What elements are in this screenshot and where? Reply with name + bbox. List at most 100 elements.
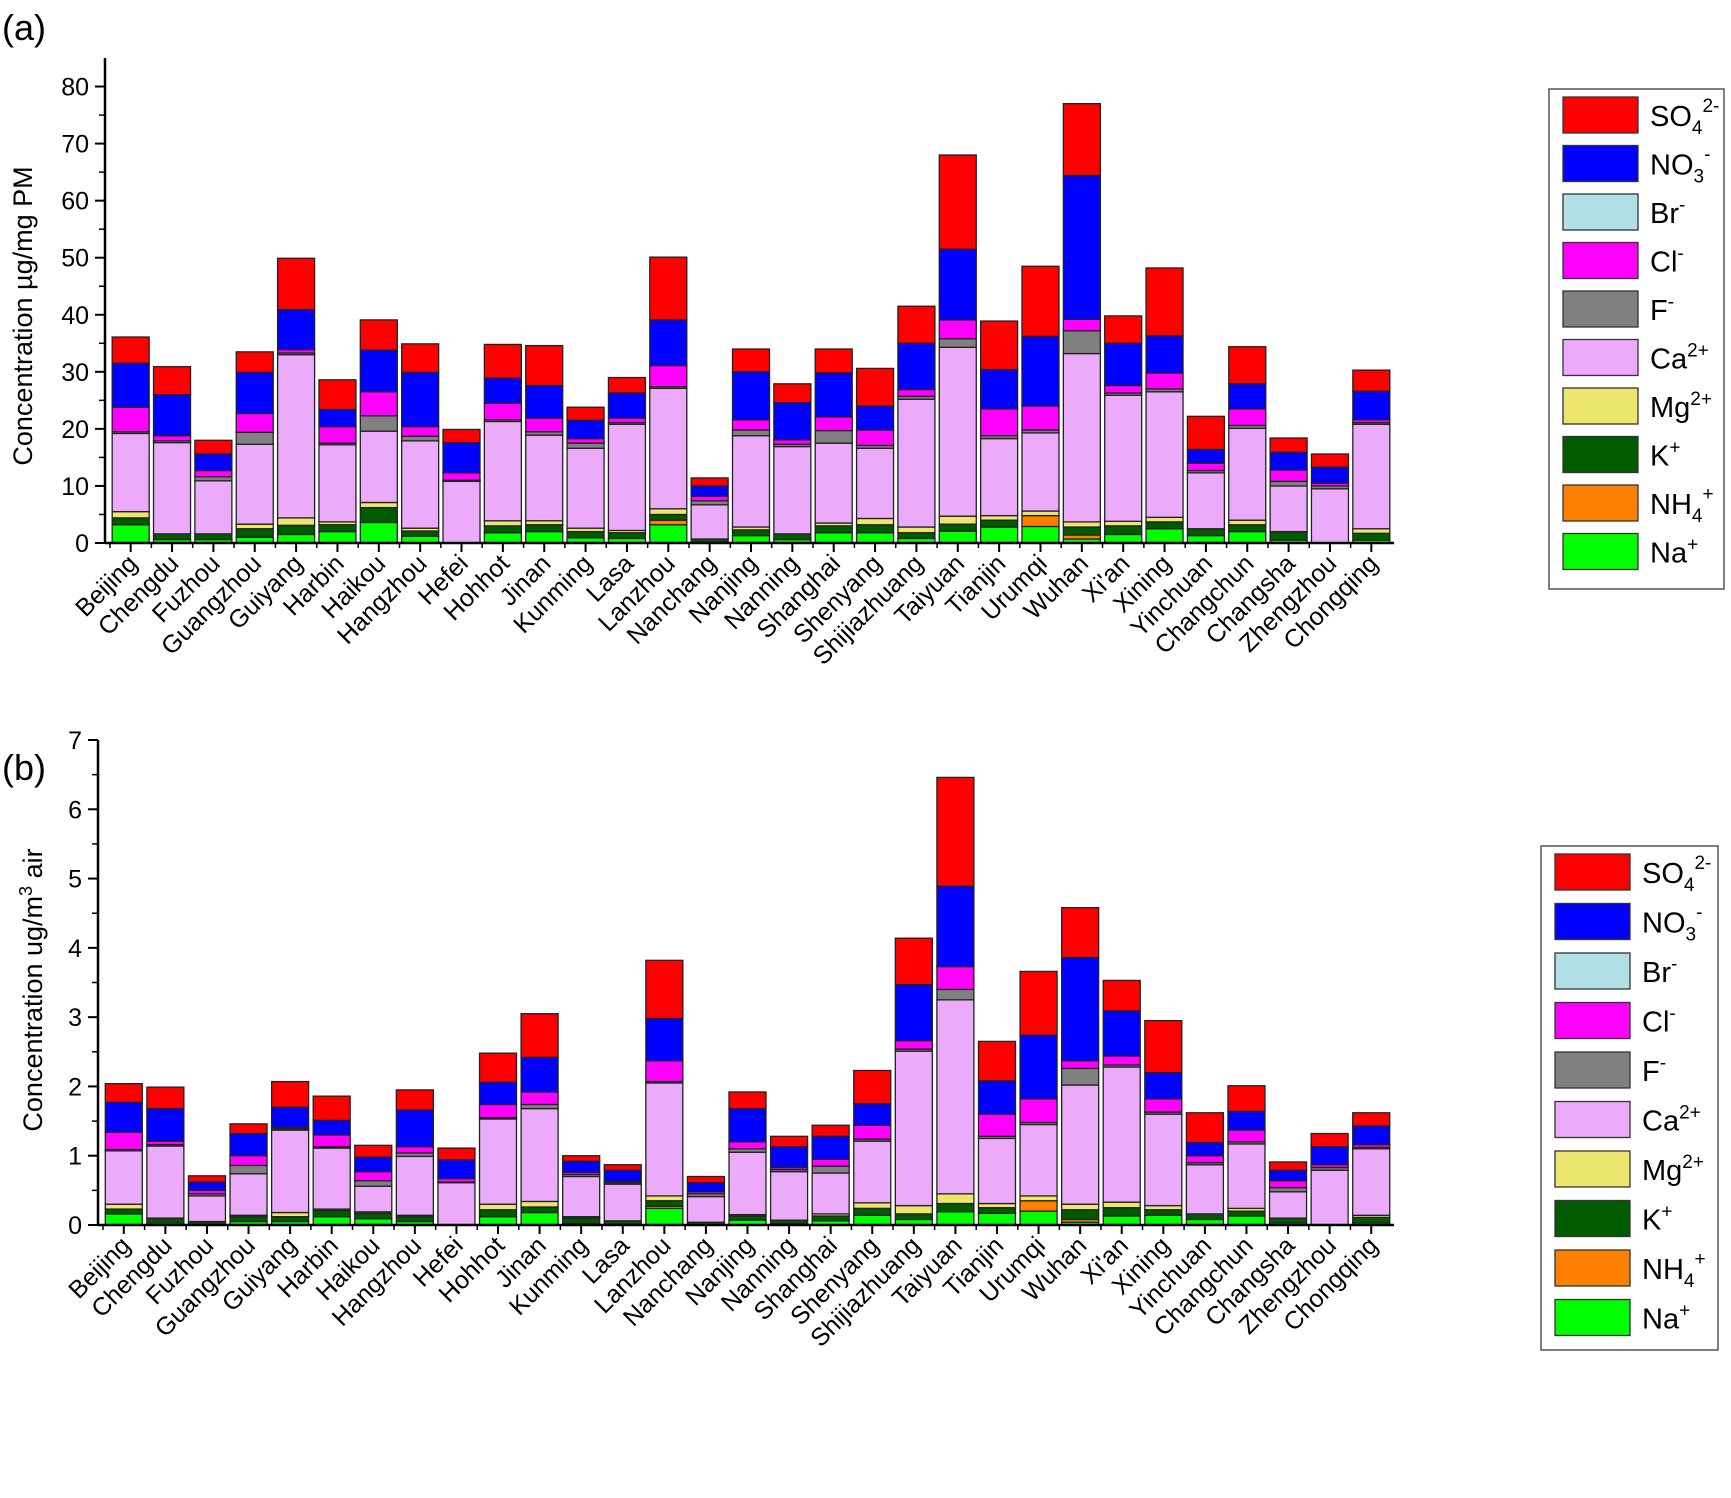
- bar-segment-k: [318, 524, 357, 533]
- bar-segment-no3: [1019, 1034, 1058, 1100]
- bar-segment-ca: [1186, 472, 1226, 530]
- bar-segment-so4: [395, 1089, 435, 1111]
- bar-segment-na: [645, 1207, 684, 1226]
- bar-segment-ca: [318, 444, 357, 523]
- bar-segment-na: [977, 1212, 1017, 1226]
- bar-segment-so4: [483, 343, 523, 379]
- bar-segment-no3: [104, 1101, 143, 1133]
- bar-segment-ca: [229, 1173, 268, 1216]
- bar-segment-k: [1269, 530, 1308, 541]
- bar-segment-no3: [853, 1103, 892, 1126]
- y-tick-label: 7: [68, 727, 82, 755]
- bar-segment-cl: [811, 1158, 850, 1167]
- bar-segment-k: [1104, 525, 1143, 536]
- bar-segment-na: [520, 1211, 559, 1226]
- legend-swatch: [1554, 1199, 1631, 1238]
- bar-segment-no3: [894, 983, 933, 1042]
- bar-segment-k: [607, 532, 647, 540]
- bar-segment-ca: [270, 1129, 310, 1214]
- bar-segment-so4: [603, 1164, 642, 1171]
- y-tick-label: 5: [68, 866, 82, 894]
- bar-segment-na: [1145, 528, 1184, 544]
- bar-segment-ca: [1352, 423, 1391, 530]
- bar-segment-so4: [478, 1052, 518, 1083]
- bar-segment-f: [938, 338, 977, 348]
- legend-item-na: Na+: [1554, 1298, 1690, 1337]
- bar-segment-so4: [811, 1124, 850, 1137]
- bar-segment-so4: [318, 379, 357, 411]
- bar-segment-ca: [194, 480, 233, 535]
- bar-segment-k: [1060, 1209, 1100, 1221]
- bar-segment-ca: [520, 1107, 559, 1203]
- bar-stack: [395, 1089, 435, 1226]
- panel-b-bars: [104, 776, 1391, 1226]
- bar-segment-ca: [731, 435, 771, 528]
- bar-stack: [731, 348, 771, 544]
- bar-segment-no3: [229, 1132, 268, 1157]
- bar-segment-cl: [312, 1134, 351, 1148]
- bar-stack: [769, 1135, 809, 1226]
- bar-segment-so4: [769, 1135, 809, 1148]
- bar-segment-k: [811, 1215, 850, 1222]
- bar-segment-na: [1021, 525, 1060, 544]
- bar-segment-ca: [897, 398, 936, 528]
- bar-stack: [1145, 267, 1184, 544]
- panel-b-y-axis-title-main: Concentration ug/m: [18, 896, 48, 1132]
- bar-segment-cl: [894, 1040, 933, 1050]
- bar-segment-so4: [562, 1155, 601, 1162]
- bar-stack: [979, 320, 1019, 544]
- legend-item-nh4: NH4+: [1554, 1249, 1706, 1292]
- bar-segment-f: [1060, 1067, 1100, 1086]
- bar-segment-so4: [814, 348, 853, 374]
- legend-label: SO42-: [1650, 96, 1719, 139]
- bar-segment-no3: [395, 1109, 435, 1148]
- legend-swatch: [1562, 193, 1639, 231]
- legend-swatch: [1562, 241, 1639, 280]
- bar-segment-k: [855, 524, 895, 534]
- bar-segment-k: [229, 1216, 268, 1223]
- bar-segment-mg: [111, 510, 150, 519]
- bar-segment-mg: [478, 1203, 518, 1211]
- bar-segment-no3: [690, 485, 729, 497]
- bar-segment-mg: [1021, 510, 1060, 517]
- bar-segment-k: [1062, 526, 1101, 536]
- bar-segment-ca: [853, 1140, 892, 1204]
- bar-segment-no3: [1227, 1110, 1266, 1131]
- legend-label: NH4+: [1642, 1249, 1706, 1292]
- bar-segment-ca: [312, 1147, 351, 1210]
- bar-segment-so4: [1310, 453, 1350, 468]
- bar-segment-so4: [936, 776, 975, 887]
- bar-stack: [1019, 970, 1058, 1226]
- bar-segment-ca: [1352, 1148, 1391, 1216]
- bar-stack: [1021, 265, 1060, 544]
- bar-segment-so4: [359, 319, 398, 351]
- bar-segment-k: [1186, 528, 1226, 537]
- bar-segment-no3: [1310, 1146, 1349, 1166]
- bar-stack: [1268, 1161, 1308, 1226]
- bar-segment-na: [938, 530, 977, 544]
- bar-stack: [187, 1175, 227, 1226]
- y-tick-label: 60: [61, 188, 89, 216]
- bar-segment-no3: [525, 384, 564, 419]
- legend-item-cl: Cl-: [1554, 1001, 1676, 1040]
- bar-segment-k: [936, 1202, 975, 1213]
- y-tick-label: 4: [68, 935, 82, 963]
- bar-segment-no3: [814, 372, 853, 418]
- bar-segment-ca: [769, 1171, 809, 1221]
- panel-a-bars: [111, 102, 1391, 544]
- bar-segment-k: [359, 506, 398, 524]
- bar-segment-so4: [1352, 1112, 1391, 1127]
- bar-segment-f: [354, 1180, 393, 1187]
- bar-stack: [146, 1086, 185, 1226]
- y-tick-label: 0: [75, 530, 89, 558]
- bar-segment-no3: [1268, 1169, 1308, 1182]
- bar-segment-f: [936, 988, 975, 1001]
- bar-segment-na: [855, 532, 895, 544]
- bar-segment-no3: [1269, 451, 1308, 471]
- bar-segment-no3: [731, 371, 771, 421]
- bar-segment-na: [936, 1211, 975, 1226]
- bar-segment-so4: [520, 1013, 559, 1058]
- bar-stack: [483, 343, 523, 544]
- bar-segment-no3: [649, 319, 688, 367]
